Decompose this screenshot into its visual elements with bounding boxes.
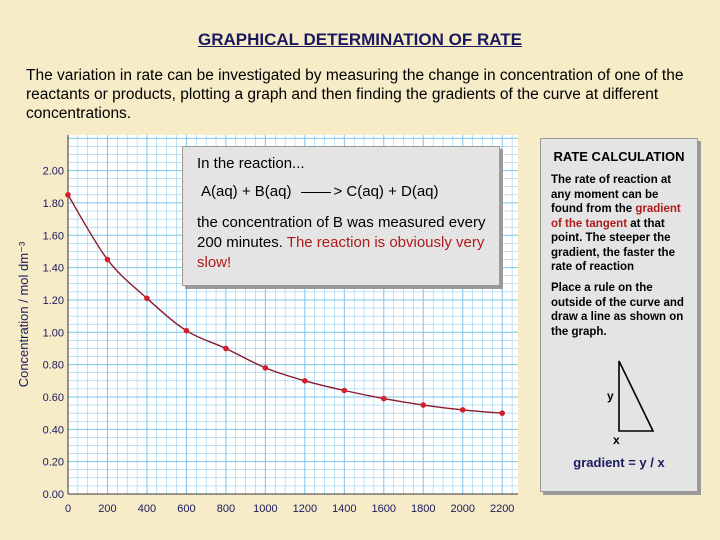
equation-products: > C(aq) + D(aq) — [333, 183, 439, 200]
data-point — [302, 378, 308, 384]
y-tick-label: 2.00 — [43, 166, 64, 178]
x-tick-label: 0 — [65, 503, 71, 515]
rate-calculation-box: RATE CALCULATION The rate of reaction at… — [540, 138, 698, 492]
reaction-text: the concentration of B was measured ever… — [197, 214, 486, 251]
y-tick-label: 0.20 — [43, 457, 64, 469]
x-tick-label: 1200 — [293, 503, 317, 515]
data-point — [459, 407, 466, 413]
y-tick-label: 1.20 — [43, 295, 64, 307]
x-tick-label: 400 — [138, 503, 156, 515]
data-point — [499, 410, 506, 416]
x-tick-label: 800 — [217, 503, 235, 515]
gradient-formula: gradient = y / x — [541, 455, 697, 470]
x-tick-label: 1800 — [411, 503, 435, 515]
triangle-label-x: x — [613, 433, 620, 447]
reaction-highlight: The reaction is obviously very slow! — [197, 234, 485, 271]
y-tick-label: 1.40 — [43, 263, 64, 275]
x-tick-label: 600 — [177, 503, 195, 515]
x-tick-label: 1400 — [332, 503, 356, 515]
calc-paragraph-1: The rate of reaction at any moment can b… — [551, 173, 693, 275]
data-point — [380, 395, 387, 402]
x-tick-label: 2200 — [490, 503, 514, 515]
x-tick-label: 1600 — [372, 503, 396, 515]
calc-paragraph-2: Place a rule on the outside of the curve… — [551, 282, 684, 338]
y-axis-label: Concentration / mol dm⁻³ — [16, 241, 31, 387]
reaction-info-box: In the reaction... A(aq) + B(aq) > C(aq) … — [182, 146, 500, 286]
y-tick-label: 0.60 — [43, 392, 64, 404]
calc-p1-highlight: gradient of the tangent — [551, 203, 681, 230]
reaction-heading: In the reaction... — [197, 155, 305, 172]
triangle-label-y: y — [607, 389, 614, 403]
arrow-icon — [301, 191, 332, 193]
reaction-description: the concentration of B was measured ever… — [197, 213, 493, 273]
gradient-label: gradient = — [573, 455, 640, 470]
calc-p1-text-b: at that point. The steeper the gradient,… — [551, 217, 675, 274]
y-tick-label: 1.00 — [43, 327, 64, 339]
data-point — [341, 387, 348, 394]
data-point — [65, 192, 71, 198]
data-point — [223, 345, 229, 352]
page-title: GRAPHICAL DETERMINATION OF RATE — [198, 30, 522, 49]
data-point — [420, 402, 427, 408]
x-tick-label: 1000 — [253, 503, 277, 515]
calc-p1-text-a: The rate of reaction at any moment can b… — [551, 174, 672, 215]
y-tick-label: 0.40 — [43, 424, 64, 436]
intro-text: The variation in rate can be investigate… — [26, 67, 684, 122]
reaction-equation: A(aq) + B(aq) > C(aq) + D(aq) — [201, 183, 439, 200]
x-tick-label: 2000 — [450, 503, 474, 515]
calc-title: RATE CALCULATION — [553, 149, 685, 164]
tangent-triangle-icon — [618, 360, 655, 432]
y-tick-label: 0.00 — [43, 489, 64, 501]
equation-reactants: A(aq) + B(aq) — [201, 183, 292, 200]
data-point — [104, 256, 111, 263]
y-tick-label: 1.60 — [43, 230, 64, 242]
gradient-expression: y / x — [639, 455, 665, 470]
data-point — [262, 365, 269, 371]
triangle-diagram — [618, 360, 655, 432]
y-tick-label: 0.80 — [43, 360, 64, 372]
y-tick-label: 1.80 — [43, 198, 64, 210]
data-point — [144, 295, 150, 302]
data-point — [183, 327, 190, 334]
x-tick-label: 200 — [98, 503, 116, 515]
